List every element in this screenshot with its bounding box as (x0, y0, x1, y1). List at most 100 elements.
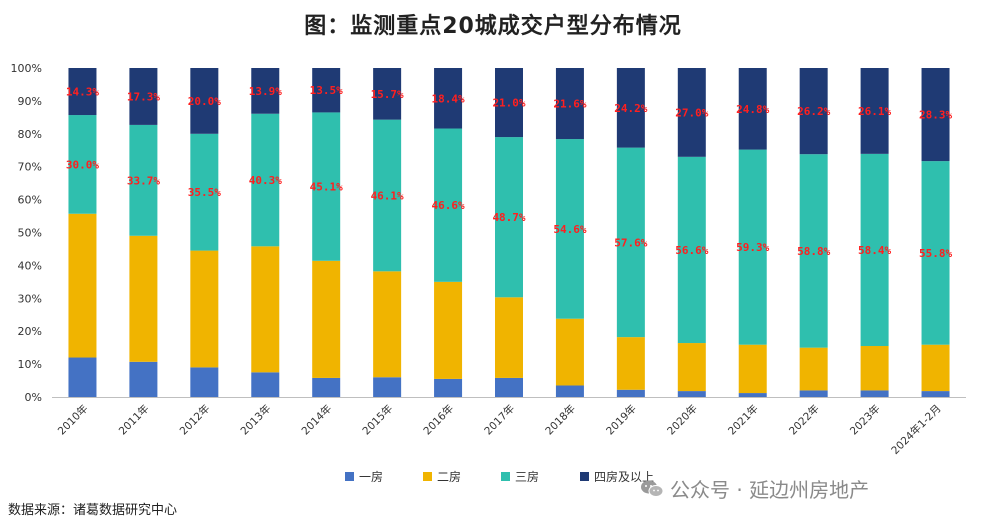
data-label: 33.7% (127, 174, 160, 187)
bar-segment (312, 377, 341, 397)
bar-segment (738, 149, 767, 345)
bar-segment (555, 139, 584, 319)
bar-segment (860, 346, 889, 391)
bar-segment (129, 235, 158, 362)
data-label: 40.3% (249, 174, 282, 187)
bar-segment (190, 68, 219, 134)
data-label: 24.8% (736, 103, 769, 116)
bar-segment (434, 128, 463, 282)
x-tick-label: 2017年 (482, 402, 518, 438)
data-label: 54.6% (553, 223, 586, 236)
watermark: 公众号 · 延边州房地产 (640, 474, 869, 503)
bar-segment (190, 367, 219, 397)
bar-segment (434, 281, 463, 379)
legend-swatch (580, 472, 589, 481)
bar-segment (373, 119, 402, 272)
y-tick-label: 20% (18, 325, 42, 338)
data-label: 59.3% (736, 241, 769, 254)
legend-label: 四房及以上 (594, 469, 654, 484)
watermark-text: 公众号 · 延边州房地产 (670, 478, 870, 502)
bar-segment (616, 68, 645, 148)
x-tick-label: 2012年 (177, 402, 213, 438)
x-tick-label: 2010年 (55, 402, 91, 438)
bar-segment (373, 271, 402, 378)
legend-swatch (345, 472, 354, 481)
y-tick-label: 80% (18, 128, 42, 141)
data-label: 20.0% (188, 95, 221, 108)
bar-segment (251, 113, 280, 247)
bar-segment (799, 68, 828, 155)
bar-segment (190, 133, 219, 251)
x-tick-label: 2020年 (664, 402, 700, 438)
bar-segment (738, 344, 767, 394)
bar-segment (68, 213, 97, 358)
data-label: 27.0% (675, 106, 708, 119)
data-label: 13.9% (249, 85, 282, 98)
y-tick-label: 10% (18, 358, 42, 371)
x-tick-label: 2016年 (421, 402, 457, 438)
data-label: 45.1% (310, 181, 343, 194)
bar-segment (921, 344, 950, 392)
data-label: 48.7% (492, 211, 525, 224)
bar-segment (677, 68, 706, 157)
bar-segment (495, 137, 523, 298)
data-label: 21.0% (492, 97, 525, 110)
bar-segment (860, 68, 889, 154)
legend-label: 二房 (437, 469, 461, 484)
bar-segment (921, 161, 950, 345)
data-label: 26.2% (797, 105, 830, 118)
y-tick-label: 100% (11, 62, 42, 75)
data-label: 58.4% (858, 244, 891, 257)
bar-segment (799, 347, 828, 391)
data-label: 28.3% (919, 109, 952, 122)
bar-segment (677, 156, 706, 344)
bar-segment (860, 153, 889, 347)
bar-segment (921, 391, 950, 397)
bar-segment (677, 343, 706, 392)
bar-segment (312, 112, 341, 261)
bar-segment (799, 390, 828, 397)
source-note: 数据来源：诸葛数据研究中心 (8, 503, 178, 518)
bar-segment (312, 68, 341, 113)
bar-segment (129, 124, 158, 236)
bar-segment (434, 378, 463, 397)
data-label: 21.6% (553, 98, 586, 111)
y-tick-label: 40% (18, 259, 42, 272)
bar-segment (616, 337, 645, 390)
bar-segment (616, 389, 645, 397)
y-tick-label: 0% (25, 391, 42, 404)
x-tick-label: 2015年 (360, 402, 396, 438)
bar-segment (677, 391, 706, 397)
x-tick-label: 2022年 (786, 402, 822, 438)
data-label: 30.0% (66, 158, 99, 171)
legend-label: 三房 (515, 469, 539, 484)
data-label: 57.6% (614, 236, 647, 249)
bar-segment (799, 154, 828, 348)
data-label: 14.3% (66, 86, 99, 99)
bar-segment (738, 68, 767, 150)
bar-segment (129, 68, 158, 125)
bar-segment (68, 68, 97, 116)
bar-segment (312, 260, 341, 378)
bar-segment (68, 357, 97, 397)
x-tick-label: 2018年 (543, 402, 579, 438)
bar-segment (373, 377, 402, 397)
x-tick-label: 2019年 (603, 402, 639, 438)
y-tick-label: 50% (18, 227, 42, 240)
data-label: 13.5% (310, 84, 343, 97)
bar-segment (68, 115, 97, 214)
bar-segment (860, 390, 889, 397)
bar-segment (251, 246, 280, 373)
data-label: 55.8% (919, 247, 952, 260)
y-tick-label: 70% (18, 161, 42, 174)
bar-segment (495, 68, 523, 138)
bar-segment (190, 250, 219, 368)
bar-segment (495, 297, 523, 378)
data-label: 26.1% (858, 105, 891, 118)
x-tick-label: 2014年 (299, 402, 335, 438)
bar-segment (251, 68, 280, 114)
bar-segment (555, 68, 584, 140)
data-label: 15.7% (371, 88, 404, 101)
data-label: 46.1% (371, 189, 404, 202)
